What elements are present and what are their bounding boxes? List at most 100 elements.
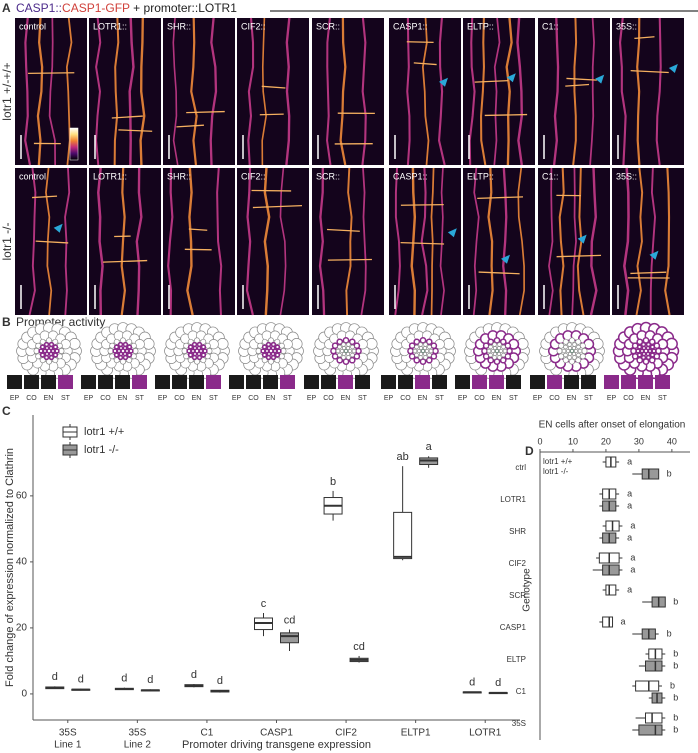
panel-caption: SCR:: [316,21,340,31]
cross-wall [32,195,58,199]
cell-wall [410,167,417,316]
cell [497,342,502,347]
cell [482,342,490,350]
arrowhead [438,77,448,87]
cross-wall [184,248,212,251]
cell-wall [516,17,523,166]
panel-label: B [2,315,11,329]
cell [194,337,200,344]
significance-letter: d [469,677,475,689]
cell-wall [209,17,218,166]
panel-caption: ELTP:: [467,21,494,31]
cell-type-label: EP [84,395,94,402]
cell [581,348,588,354]
significance-letter: b [673,648,678,658]
y-tick-label: ELTP [507,655,526,664]
cell-type-label: EN [192,395,202,402]
cell [200,344,207,350]
cell [274,344,281,350]
significance-letter: a [627,488,632,498]
arrowhead [595,74,605,84]
x-tick-label: Line 2 [124,740,152,751]
significance-letter: cd [284,614,296,626]
cell-wall [655,17,662,166]
cell [427,344,432,350]
activity-box [172,375,187,389]
arrowhead [500,254,510,264]
x-tick-label: 20 [601,436,611,446]
cell [571,351,577,356]
cell-wall [552,17,560,166]
cell-type-label: ST [435,395,445,402]
panel-caption: LOTR1:: [93,21,127,31]
cell-wall [406,17,411,166]
cell [346,355,351,360]
cell [339,348,345,354]
cell-type-label: CO [323,395,334,402]
cell-wall [279,167,287,316]
cell [348,338,356,346]
activity-box [581,375,596,389]
cell [419,337,427,344]
activity-box [398,375,413,389]
activity-box [530,375,545,389]
cell-wall [361,17,367,166]
cross-wall [103,259,148,263]
cell-type-label: EN [341,395,351,402]
cell [504,342,512,350]
cell [645,345,651,351]
cell [331,352,339,360]
y-tick-label: 60 [16,491,28,502]
title-part: CASP1:: [16,1,62,15]
activity-box [338,375,353,389]
significance-letter: d [217,675,223,687]
cell [576,344,581,350]
cell [481,347,488,355]
x-tick-label: 0 [537,436,542,446]
significance-letter: b [330,476,336,488]
cell-wall [493,17,501,166]
cell [487,356,495,364]
cell [120,358,126,365]
cell-type-label: CO [100,395,111,402]
y-tick-label: C1 [516,687,527,696]
cell [48,345,54,351]
cell [422,351,428,356]
cell [496,346,502,351]
x-tick-label: C1 [201,728,214,739]
activity-box [415,375,430,389]
cell [113,352,120,358]
cell [506,347,513,355]
cell [425,356,433,364]
legend-label: lotr1 -/- [543,467,569,476]
cell-wall [480,17,487,166]
cell [487,338,495,346]
cell [651,348,657,354]
cell-wall [439,167,445,316]
cell-wall [48,17,57,166]
box [602,564,620,576]
cell-wall [517,167,525,316]
cell [562,338,569,345]
cell-wall [571,167,577,316]
cross-wall [413,62,437,66]
panel-caption: C1:: [542,21,559,31]
panel-caption: CASP1:: [393,171,428,181]
activity-box [24,375,39,389]
cell [569,337,575,344]
activity-box [489,375,504,389]
cell-type-label: EN [266,395,276,402]
cell [558,342,565,349]
cell [488,352,493,358]
significance-letter: a [621,616,626,626]
cell-type-label: CO [400,395,411,402]
cell [577,348,583,354]
activity-box [246,375,261,389]
cell-wall [326,17,332,166]
cell [345,351,351,356]
cell-wall [318,167,326,316]
arrowhead [649,250,659,260]
y-axis-title: Genotype [522,568,533,612]
cell-type-label: EN [492,395,502,402]
micrograph [312,18,384,165]
